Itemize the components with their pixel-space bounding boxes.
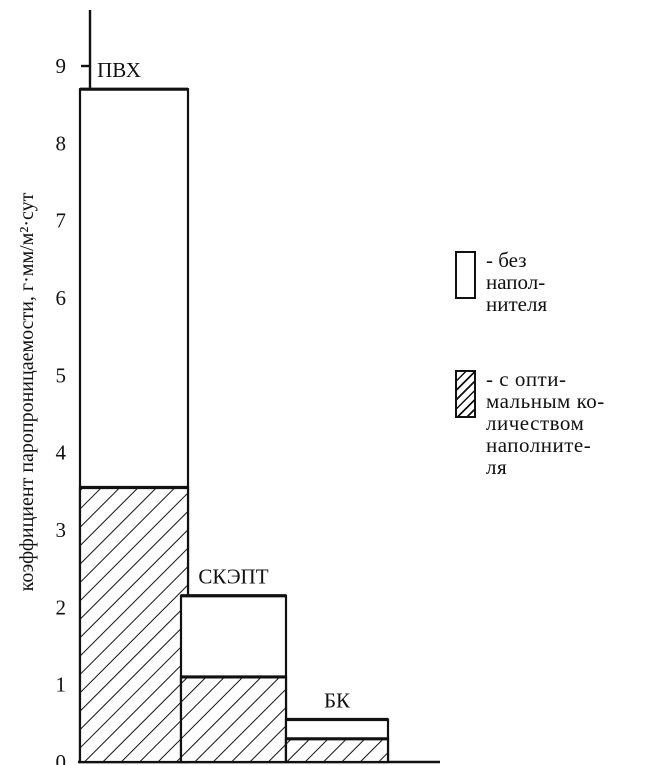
- legend-label-hatched: - с опти- мальным ко- личеством наполнит…: [486, 367, 605, 479]
- legend-swatch-hatched: [455, 370, 476, 418]
- bar-hatched-0: [78, 486, 190, 764]
- y-tick-label-8: 8: [56, 131, 67, 155]
- legend-label-unfilled: - без напол- нителя: [486, 248, 548, 316]
- bar-hatched-2: [284, 737, 390, 764]
- y-tick-label-1: 1: [56, 673, 67, 697]
- legend-swatch-unfilled: [455, 251, 476, 299]
- bars: [78, 87, 390, 764]
- category-labels: ПВХ СКЭПТ БК: [97, 58, 351, 712]
- y-tick-label-9: 9: [56, 54, 67, 78]
- category-label-0: ПВХ: [97, 58, 141, 82]
- y-tick-label-2: 2: [56, 595, 67, 619]
- y-tick-label-5: 5: [56, 363, 67, 387]
- y-tick-label-4: 4: [56, 441, 67, 465]
- y-axis-label: коэффициент паропроницаемости, г·мм/м²·с…: [16, 192, 38, 591]
- bar-hatched-1: [179, 675, 288, 764]
- category-label-1: СКЭПТ: [198, 565, 268, 589]
- y-tick-label-6: 6: [56, 286, 67, 310]
- y-tick-label-0: 0: [56, 750, 67, 765]
- y-tick-label-3: 3: [56, 518, 67, 542]
- category-label-2: БК: [324, 688, 351, 712]
- y-tick-label-7: 7: [56, 209, 67, 233]
